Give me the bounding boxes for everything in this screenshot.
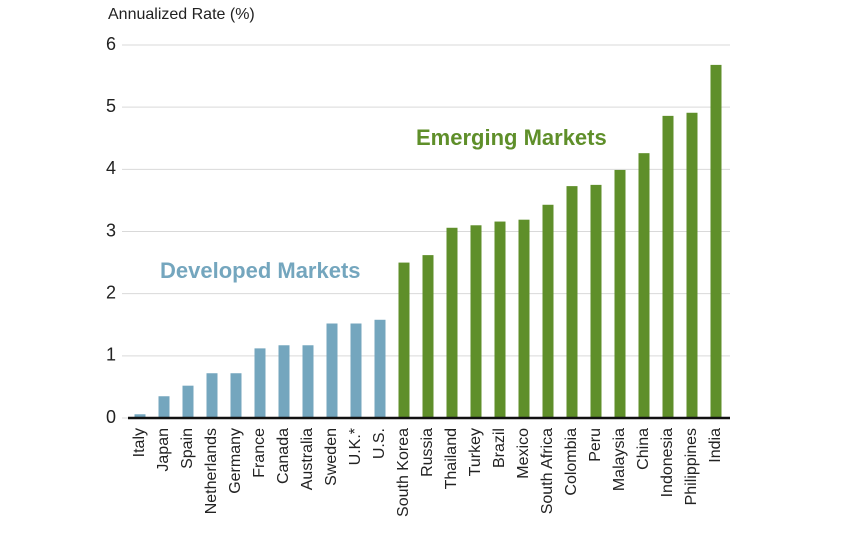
bar	[470, 225, 482, 418]
bar	[566, 186, 578, 418]
x-tick-label: Canada	[275, 428, 292, 484]
x-tick-label: Spain	[179, 428, 196, 469]
bar	[638, 153, 650, 419]
x-tick-label: India	[707, 428, 724, 463]
x-tick-label: U.S.	[371, 428, 388, 459]
x-tick-label: Brazil	[491, 428, 508, 468]
y-tick-label: 2	[106, 282, 116, 302]
bar	[662, 115, 674, 419]
x-tick-label: Indonesia	[659, 428, 676, 497]
y-tick-label: 3	[106, 220, 116, 240]
series-label: Developed Markets	[160, 258, 361, 283]
x-tick-label: Japan	[155, 428, 172, 472]
y-tick-label: 0	[106, 407, 116, 427]
y-axis-label: Annualized Rate (%)	[108, 6, 255, 23]
bar	[710, 64, 722, 418]
x-tick-label: Malaysia	[611, 428, 628, 491]
bar	[374, 319, 386, 418]
bar	[614, 169, 626, 418]
bar	[302, 345, 314, 418]
bar	[230, 373, 242, 418]
x-tick-label: Russia	[419, 428, 436, 477]
x-tick-label: Turkey	[467, 428, 484, 476]
x-tick-label: Thailand	[443, 428, 460, 489]
x-tick-label: Mexico	[515, 428, 532, 479]
x-tick-label: Sweden	[323, 428, 340, 486]
bar	[134, 414, 146, 418]
x-tick-label: Philippines	[683, 428, 700, 505]
x-tick-label: Colombia	[563, 428, 580, 496]
y-tick-label: 4	[106, 158, 116, 178]
x-tick-label: Italy	[131, 428, 148, 457]
bar	[494, 221, 506, 418]
y-tick-label: 1	[106, 345, 116, 365]
bar	[686, 112, 698, 419]
bar	[422, 255, 434, 418]
bar	[542, 204, 554, 418]
bar	[158, 396, 170, 418]
bar	[182, 385, 194, 418]
y-tick-label: 5	[106, 96, 116, 116]
x-tick-label: South Africa	[539, 428, 556, 514]
y-tick-label: 6	[106, 34, 116, 54]
x-tick-label: Netherlands	[203, 428, 220, 514]
x-tick-label: South Korea	[395, 428, 412, 517]
bar	[398, 262, 410, 418]
x-tick-label: China	[635, 428, 652, 470]
bar	[446, 227, 458, 418]
bar	[254, 348, 266, 418]
bar	[278, 345, 290, 418]
bar	[206, 373, 218, 418]
series-label: Emerging Markets	[416, 125, 607, 150]
x-tick-label: France	[251, 428, 268, 478]
bar	[350, 323, 362, 418]
bar	[590, 184, 602, 418]
bar	[518, 219, 530, 418]
x-tick-label: Germany	[227, 428, 244, 494]
x-tick-label: Australia	[299, 428, 316, 490]
x-tick-label: U.K.*	[347, 428, 364, 465]
bar	[326, 323, 338, 418]
x-tick-label: Peru	[587, 428, 604, 462]
